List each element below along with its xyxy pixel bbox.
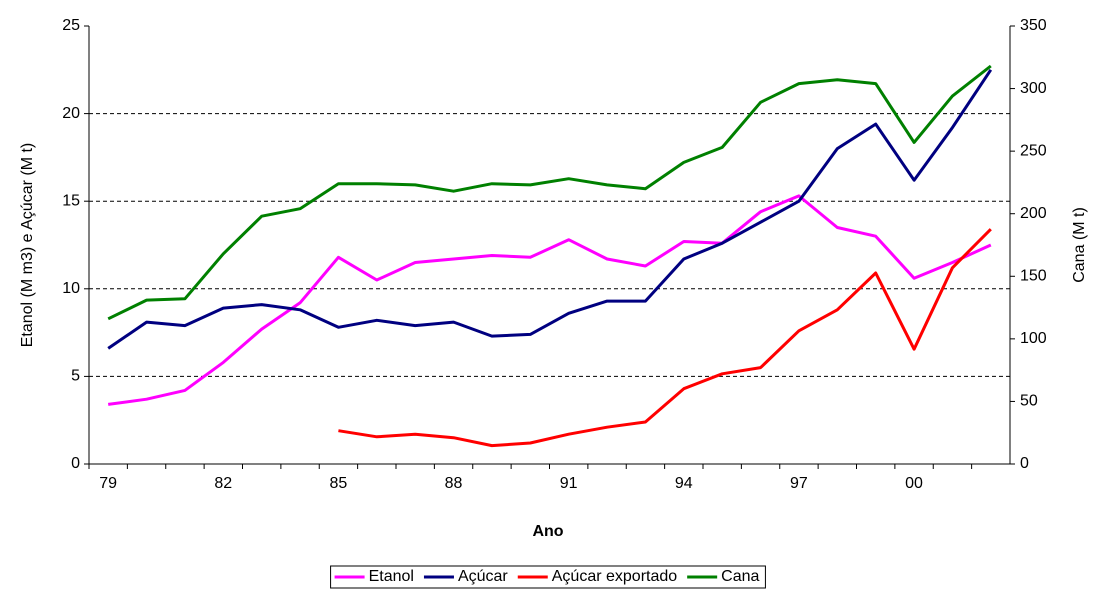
legend-label: Etanol	[369, 568, 414, 585]
y2-tick-label: 100	[1020, 330, 1047, 347]
legend-label: Açúcar exportado	[552, 568, 678, 585]
y2-tick-label: 200	[1020, 205, 1047, 222]
x-tick-label: 00	[905, 475, 923, 492]
y-tick-label: 5	[71, 368, 80, 385]
y-tick-label: 10	[62, 280, 80, 297]
series-line	[338, 228, 992, 448]
y2-tick-label: 150	[1020, 268, 1047, 285]
series-line	[107, 194, 992, 406]
x-tick-label: 82	[214, 475, 232, 492]
y2-tick-label: 0	[1020, 455, 1029, 472]
x-axis-title: Ano	[532, 523, 563, 540]
legend-label: Açúcar	[458, 568, 508, 585]
y-tick-label: 0	[71, 455, 80, 472]
x-tick-label: 97	[790, 475, 808, 492]
y2-tick-label: 350	[1020, 17, 1047, 34]
x-tick-label: 91	[560, 475, 578, 492]
y-tick-label: 15	[62, 192, 80, 209]
legend-label: Cana	[721, 568, 759, 585]
x-tick-label: 88	[445, 475, 463, 492]
y2-tick-label: 250	[1020, 142, 1047, 159]
y2-tick-label: 300	[1020, 80, 1047, 97]
x-tick-label: 94	[675, 475, 693, 492]
legend-box	[330, 565, 766, 589]
series-line	[107, 64, 992, 321]
y-tick-label: 25	[62, 17, 80, 34]
legend: Etanol Açúcar Açúcar exportado Cana	[330, 565, 766, 589]
y2-axis-title: Cana (M t)	[1071, 207, 1088, 283]
x-tick-label: 79	[99, 475, 117, 492]
x-tick-label: 85	[330, 475, 348, 492]
y-axis-title: Etanol (M m3) e Açúcar (M t)	[19, 143, 36, 348]
y-tick-label: 20	[62, 105, 80, 122]
series-line	[107, 68, 993, 350]
y2-tick-label: 50	[1020, 393, 1038, 410]
